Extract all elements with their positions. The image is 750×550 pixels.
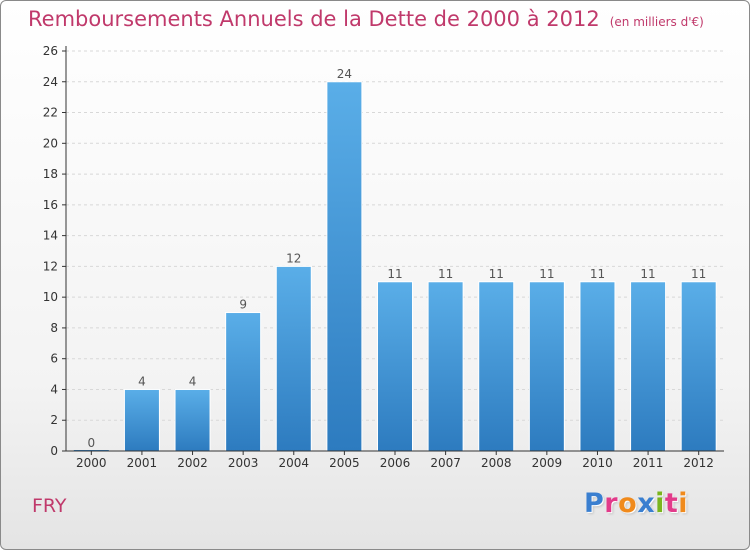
data-label-2009: 11	[539, 267, 554, 281]
y-tick-label: 8	[50, 321, 58, 335]
x-tick-label-2004: 2004	[278, 456, 309, 470]
y-tick-label: 2	[50, 413, 58, 427]
x-tick-label-2011: 2011	[633, 456, 664, 470]
y-tick-label: 12	[43, 259, 58, 273]
logo-letter: P	[584, 488, 605, 519]
y-tick-label: 18	[43, 167, 58, 181]
data-label-2002: 4	[189, 374, 197, 388]
x-tick-label-2007: 2007	[430, 456, 461, 470]
data-label-2012: 11	[691, 267, 706, 281]
bar-2009	[528, 281, 565, 452]
bar-2005	[326, 81, 363, 452]
logo-letter: t	[664, 488, 679, 519]
bar-2004	[275, 265, 312, 452]
x-tick-label-2012: 2012	[683, 456, 714, 470]
y-tick-label: 26	[43, 44, 58, 58]
y-tick-label: 16	[43, 198, 58, 212]
bar-2003	[225, 312, 262, 452]
x-tick-label-2009: 2009	[532, 456, 563, 470]
bar-2007	[427, 281, 464, 452]
chart-title: Remboursements Annuels de la Dette de 20…	[28, 7, 704, 31]
y-tick-label: 20	[43, 136, 58, 150]
data-label-2010: 11	[590, 267, 605, 281]
logo-letter: i	[678, 488, 689, 519]
data-label-2003: 9	[239, 298, 247, 312]
x-tick-label-2008: 2008	[481, 456, 512, 470]
data-label-2000: 0	[87, 436, 95, 450]
x-tick-label-2001: 2001	[127, 456, 158, 470]
title-text: Remboursements Annuels de la Dette de 20…	[28, 7, 600, 31]
unit-note: (en milliers d'€)	[609, 15, 704, 29]
y-tick-label: 10	[43, 290, 58, 304]
data-label-2007: 11	[438, 267, 453, 281]
x-tick-label-2005: 2005	[329, 456, 360, 470]
logo-letter: o	[618, 488, 638, 519]
data-label-2006: 11	[387, 267, 402, 281]
x-tick-label-2003: 2003	[228, 456, 259, 470]
y-tick-label: 22	[43, 106, 58, 120]
logo-letter: x	[637, 488, 656, 519]
logo-letter: i	[655, 488, 665, 519]
y-tick-label: 4	[50, 382, 58, 396]
y-tick-label: 6	[50, 352, 58, 366]
bar-2010	[579, 281, 616, 452]
bar-2011	[630, 281, 667, 452]
x-tick-label-2002: 2002	[177, 456, 208, 470]
bar-2008	[478, 281, 515, 452]
data-label-2004: 12	[286, 251, 301, 265]
commune-name: FRY	[32, 495, 67, 517]
proxiti-logo[interactable]: Proxiti	[584, 488, 688, 519]
x-tick-label-2010: 2010	[582, 456, 613, 470]
x-tick-label-2006: 2006	[380, 456, 411, 470]
y-tick-label: 0	[50, 444, 58, 458]
y-tick-label: 14	[43, 229, 58, 243]
bar-2012	[680, 281, 717, 452]
bar-2002	[174, 388, 211, 452]
data-label-2005: 24	[337, 67, 352, 81]
x-tick-label-2000: 2000	[76, 456, 107, 470]
data-label-2001: 4	[138, 374, 146, 388]
bars-layer: 0 4 4 9 12 24 11 11 11 11 11 11 11	[73, 67, 717, 452]
data-label-2011: 11	[640, 267, 655, 281]
data-label-2008: 11	[489, 267, 504, 281]
logo-letter: r	[604, 488, 619, 519]
bar-2001	[123, 388, 160, 452]
y-tick-label: 24	[43, 75, 58, 89]
bar-2006	[377, 281, 413, 452]
